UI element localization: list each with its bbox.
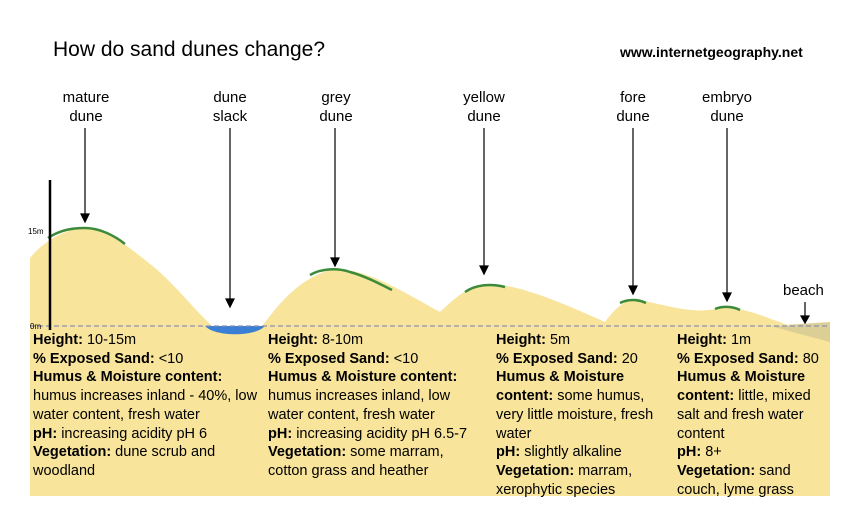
label-mature-dune: mature dune: [62, 89, 110, 125]
label-embryo-dune: embryo dune: [701, 89, 753, 125]
fore-dune-vegetation: [619, 298, 647, 305]
label-dune-slack: dune slack: [212, 89, 248, 125]
axis-label-bottom: 0m: [30, 322, 42, 331]
yellow-dune-vegetation: [464, 283, 506, 294]
label-arrows: [80, 128, 811, 325]
info-column-mature: Height: 10-15m % Exposed Sand: <10 Humus…: [33, 332, 258, 479]
page-title: How do sand dunes change?: [53, 38, 326, 61]
label-yellow-dune: yellow dune: [463, 89, 505, 125]
label-grey-dune: grey dune: [319, 89, 353, 125]
axis-label-top: 15m: [28, 227, 44, 236]
beach-shape: [770, 322, 830, 342]
info-column-yellow-fore: Height: 5m % Exposed Sand: 20 Humus & Mo…: [496, 332, 654, 498]
mature-dune-vegetation: [47, 226, 126, 245]
embryo-dune-vegetation: [714, 305, 741, 312]
label-fore-dune: fore dune: [616, 89, 650, 125]
info-column-embryo: Height: 1m % Exposed Sand: 80 Humus & Mo…: [677, 332, 819, 498]
grey-dune-vegetation: [309, 268, 393, 292]
sand-base: [30, 326, 830, 496]
label-beach: beach: [783, 282, 824, 299]
info-column-grey: Height: 8-10m % Exposed Sand: <10 Humus …: [268, 332, 468, 479]
dune-slack-water: [205, 326, 265, 335]
dune-profile: [30, 227, 790, 326]
website-credit: www.internetgeography.net: [620, 44, 803, 60]
